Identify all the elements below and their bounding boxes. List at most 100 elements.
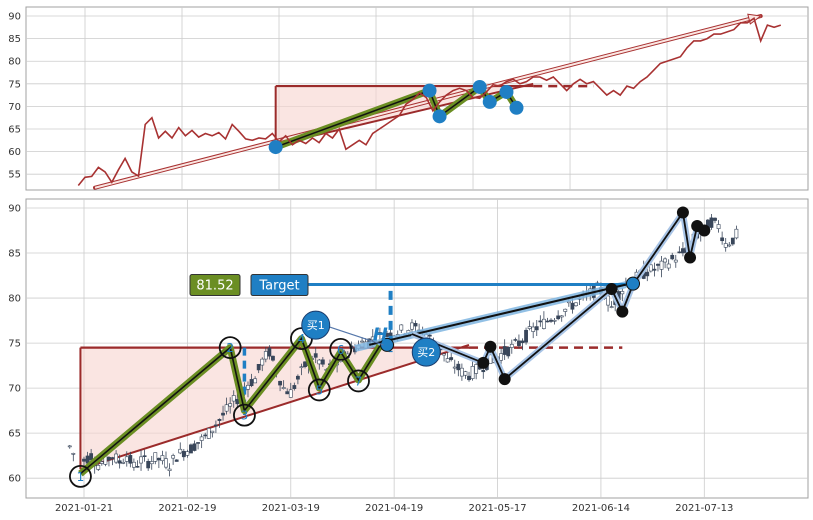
candle-body: [456, 363, 461, 371]
candle-body: [139, 456, 143, 464]
candle-body: [185, 451, 190, 456]
pattern-point-label: 3: [241, 409, 249, 423]
candle-body: [670, 254, 675, 260]
candle-body: [517, 340, 521, 346]
candle-body: [499, 353, 504, 361]
candle-body: [723, 243, 728, 248]
candle-body: [96, 465, 101, 470]
pattern-point-label: 5: [315, 383, 323, 397]
candle-body: [224, 404, 229, 412]
candle-body: [467, 375, 471, 381]
candle-body: [659, 260, 664, 270]
candle-body: [71, 453, 76, 455]
candle-body: [124, 456, 129, 462]
top-pattern-point: [268, 140, 283, 155]
buy1-marker: [301, 310, 331, 340]
candle-body: [470, 366, 475, 379]
hh-label: H: [373, 324, 388, 345]
candle-body: [427, 334, 432, 337]
candle-body: [563, 308, 568, 312]
candle-body: [132, 461, 136, 468]
candle-body: [452, 366, 457, 369]
candle-body: [527, 326, 532, 329]
top-y-tick-label: 85: [8, 34, 21, 45]
pattern-point-label: 1: [77, 470, 85, 484]
candle-body: [167, 468, 172, 471]
candle-body: [206, 428, 211, 439]
candle-body: [556, 315, 561, 320]
candle-body: [549, 319, 553, 322]
candle-body: [121, 462, 126, 464]
buy2-marker: [411, 337, 441, 367]
x-tick-label: 2021-05-17: [468, 503, 526, 514]
candle-body: [99, 461, 104, 464]
candle-body: [410, 322, 414, 330]
candle-body: [645, 271, 650, 277]
candle-body: [260, 358, 265, 366]
pattern-point-circle: [307, 378, 331, 402]
candle-body: [474, 364, 479, 374]
bottom-y-tick-label: 70: [8, 384, 21, 395]
top-price-line: [77, 17, 782, 187]
candle-body: [574, 302, 578, 307]
candle-body: [285, 391, 290, 395]
candle-body: [481, 369, 486, 373]
candle-body: [174, 459, 179, 462]
candle-body: [146, 460, 151, 469]
candle-body: [303, 361, 307, 368]
candle-body: [459, 367, 464, 377]
pattern-point-circle: [233, 403, 256, 427]
candle-body: [203, 434, 208, 437]
top-y-tick-label: 55: [8, 170, 21, 181]
candle-body: [681, 248, 685, 254]
pattern-point-label: 7: [355, 374, 363, 388]
candle-body: [449, 357, 454, 360]
candle-body: [677, 251, 682, 254]
pattern-point-circle: [347, 369, 370, 393]
top-y-tick-label: 60: [8, 147, 21, 158]
candle-body: [192, 443, 197, 451]
black-point: [498, 373, 511, 386]
candle-body: [128, 455, 133, 464]
value-tag-text: 81.52: [196, 279, 233, 294]
candle-body: [488, 354, 493, 364]
pattern-point-label: 2: [226, 341, 234, 355]
candle-body: [228, 403, 233, 407]
candle-body: [370, 336, 375, 341]
blue-point: [626, 276, 641, 291]
candle-body: [663, 258, 667, 263]
bottom-y-tick-label: 60: [8, 474, 21, 485]
candle-body: [156, 457, 161, 461]
candle-body: [320, 359, 325, 365]
candle-body: [135, 466, 140, 468]
x-tick-label: 2021-03-19: [262, 503, 320, 514]
buy1-label: 买1: [307, 319, 325, 332]
candle-body: [199, 436, 204, 441]
candle-body: [292, 385, 297, 389]
bottom-support-line: [80, 343, 470, 471]
candle-body: [217, 418, 222, 421]
candle-body: [538, 320, 543, 323]
candle-body: [734, 228, 739, 239]
candle-body: [360, 340, 364, 343]
pattern-point-circle: [218, 336, 242, 359]
candle-body: [278, 380, 282, 386]
candle-body: [231, 395, 236, 402]
top-panel: 55 60 65 70 75 80 85 90: [8, 6, 809, 191]
candle-body: [253, 378, 258, 384]
candle-body: [620, 291, 625, 295]
candle-body: [666, 263, 671, 269]
pattern-point-label: 4: [298, 332, 306, 346]
x-tick-label: 2021-04-19: [365, 503, 423, 514]
candle-body: [299, 366, 304, 369]
candle-body: [267, 347, 272, 357]
candle-body: [107, 457, 111, 461]
top-y-tick-label: 90: [8, 12, 21, 23]
top-pattern-point: [472, 79, 487, 94]
top-y-tick-label: 75: [8, 79, 21, 90]
candle-body: [442, 353, 446, 356]
candle-body: [263, 351, 268, 360]
candle-body: [656, 263, 660, 266]
